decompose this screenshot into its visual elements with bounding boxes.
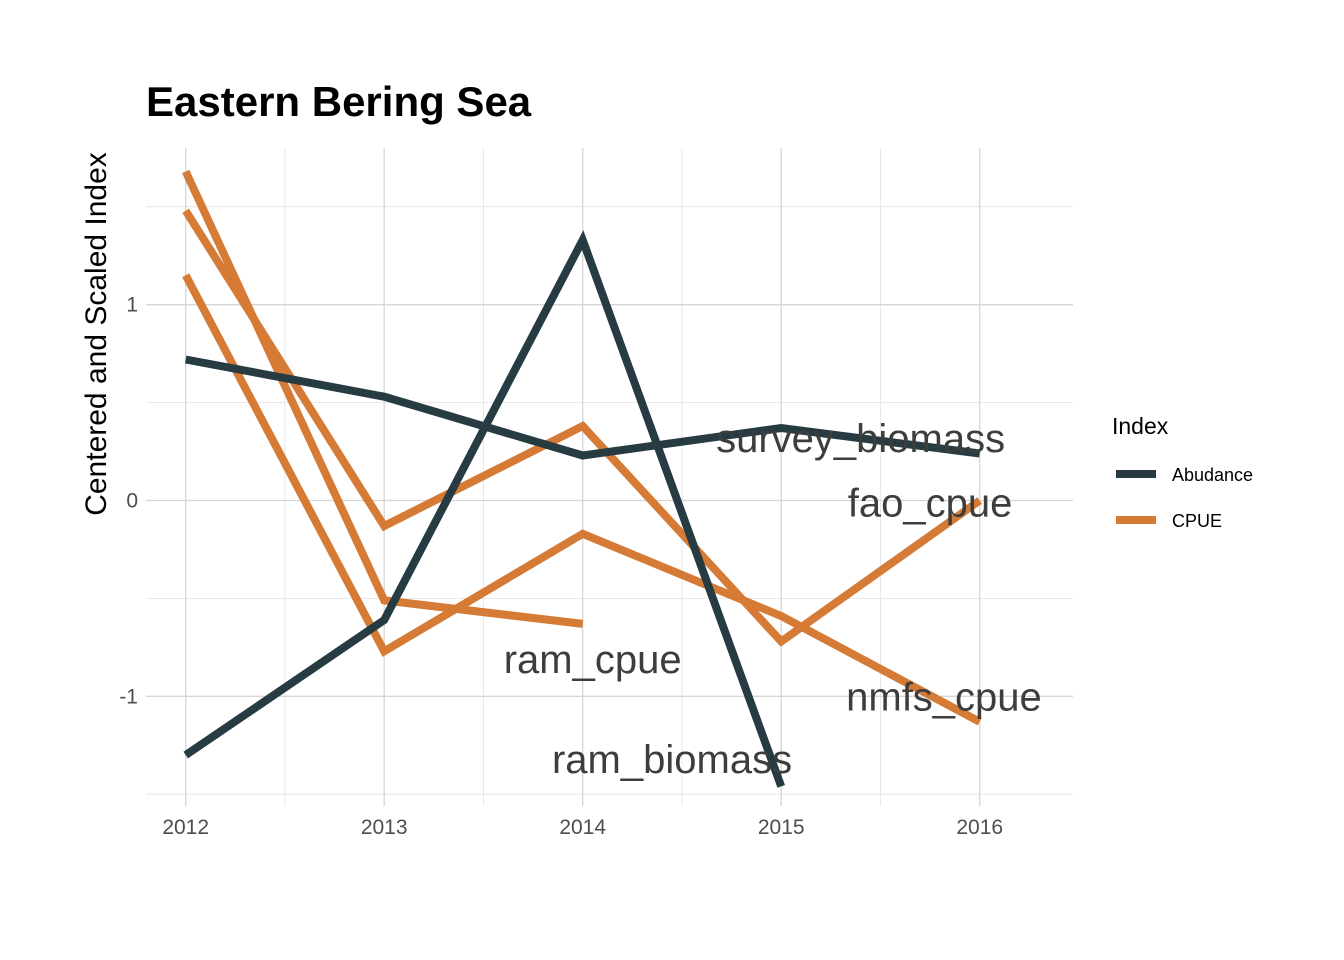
- y-tick-label: -1: [119, 685, 138, 708]
- series-labels: survey_biomass ram_biomass fao_cpue nmfs_cp…: [504, 417, 1042, 782]
- y-tick-label: 0: [126, 490, 138, 513]
- legend-label-cpue: CPUE: [1172, 511, 1222, 531]
- series-line-nmfs-cpue: [182, 273, 982, 726]
- x-tick-label: 2012: [162, 816, 209, 839]
- legend: Index Abudance CPUE: [1112, 413, 1253, 531]
- x-tick-label: 2013: [361, 816, 408, 839]
- series-line-survey-biomass: [184, 355, 981, 460]
- y-axis: -1 0 1: [119, 294, 138, 709]
- y-axis-label: Centered and Scaled Index: [80, 152, 113, 516]
- series-label-ram-biomass: ram_biomass: [552, 738, 792, 782]
- series-label-fao-cpue: fao_cpue: [848, 481, 1013, 525]
- series-label-ram-cpue: ram_cpue: [504, 638, 682, 682]
- x-tick-label: 2016: [956, 816, 1003, 839]
- plot-series: [182, 169, 983, 788]
- series-line-fao-cpue: [182, 208, 983, 647]
- chart-title: Eastern Bering Sea: [146, 78, 532, 125]
- legend-title: Index: [1112, 413, 1169, 439]
- series-line-ram-biomass: [183, 230, 785, 788]
- legend-label-abudance: Abudance: [1172, 465, 1253, 485]
- series-line-ram-cpue: [182, 169, 584, 628]
- x-axis: 2012 2013 2014 2015 2016: [162, 816, 1003, 839]
- series-label-survey-biomass: survey_biomass: [716, 417, 1005, 461]
- series-label-nmfs-cpue: nmfs_cpue: [846, 675, 1042, 719]
- x-tick-label: 2014: [559, 816, 606, 839]
- y-tick-label: 1: [126, 294, 138, 317]
- x-tick-label: 2015: [758, 816, 805, 839]
